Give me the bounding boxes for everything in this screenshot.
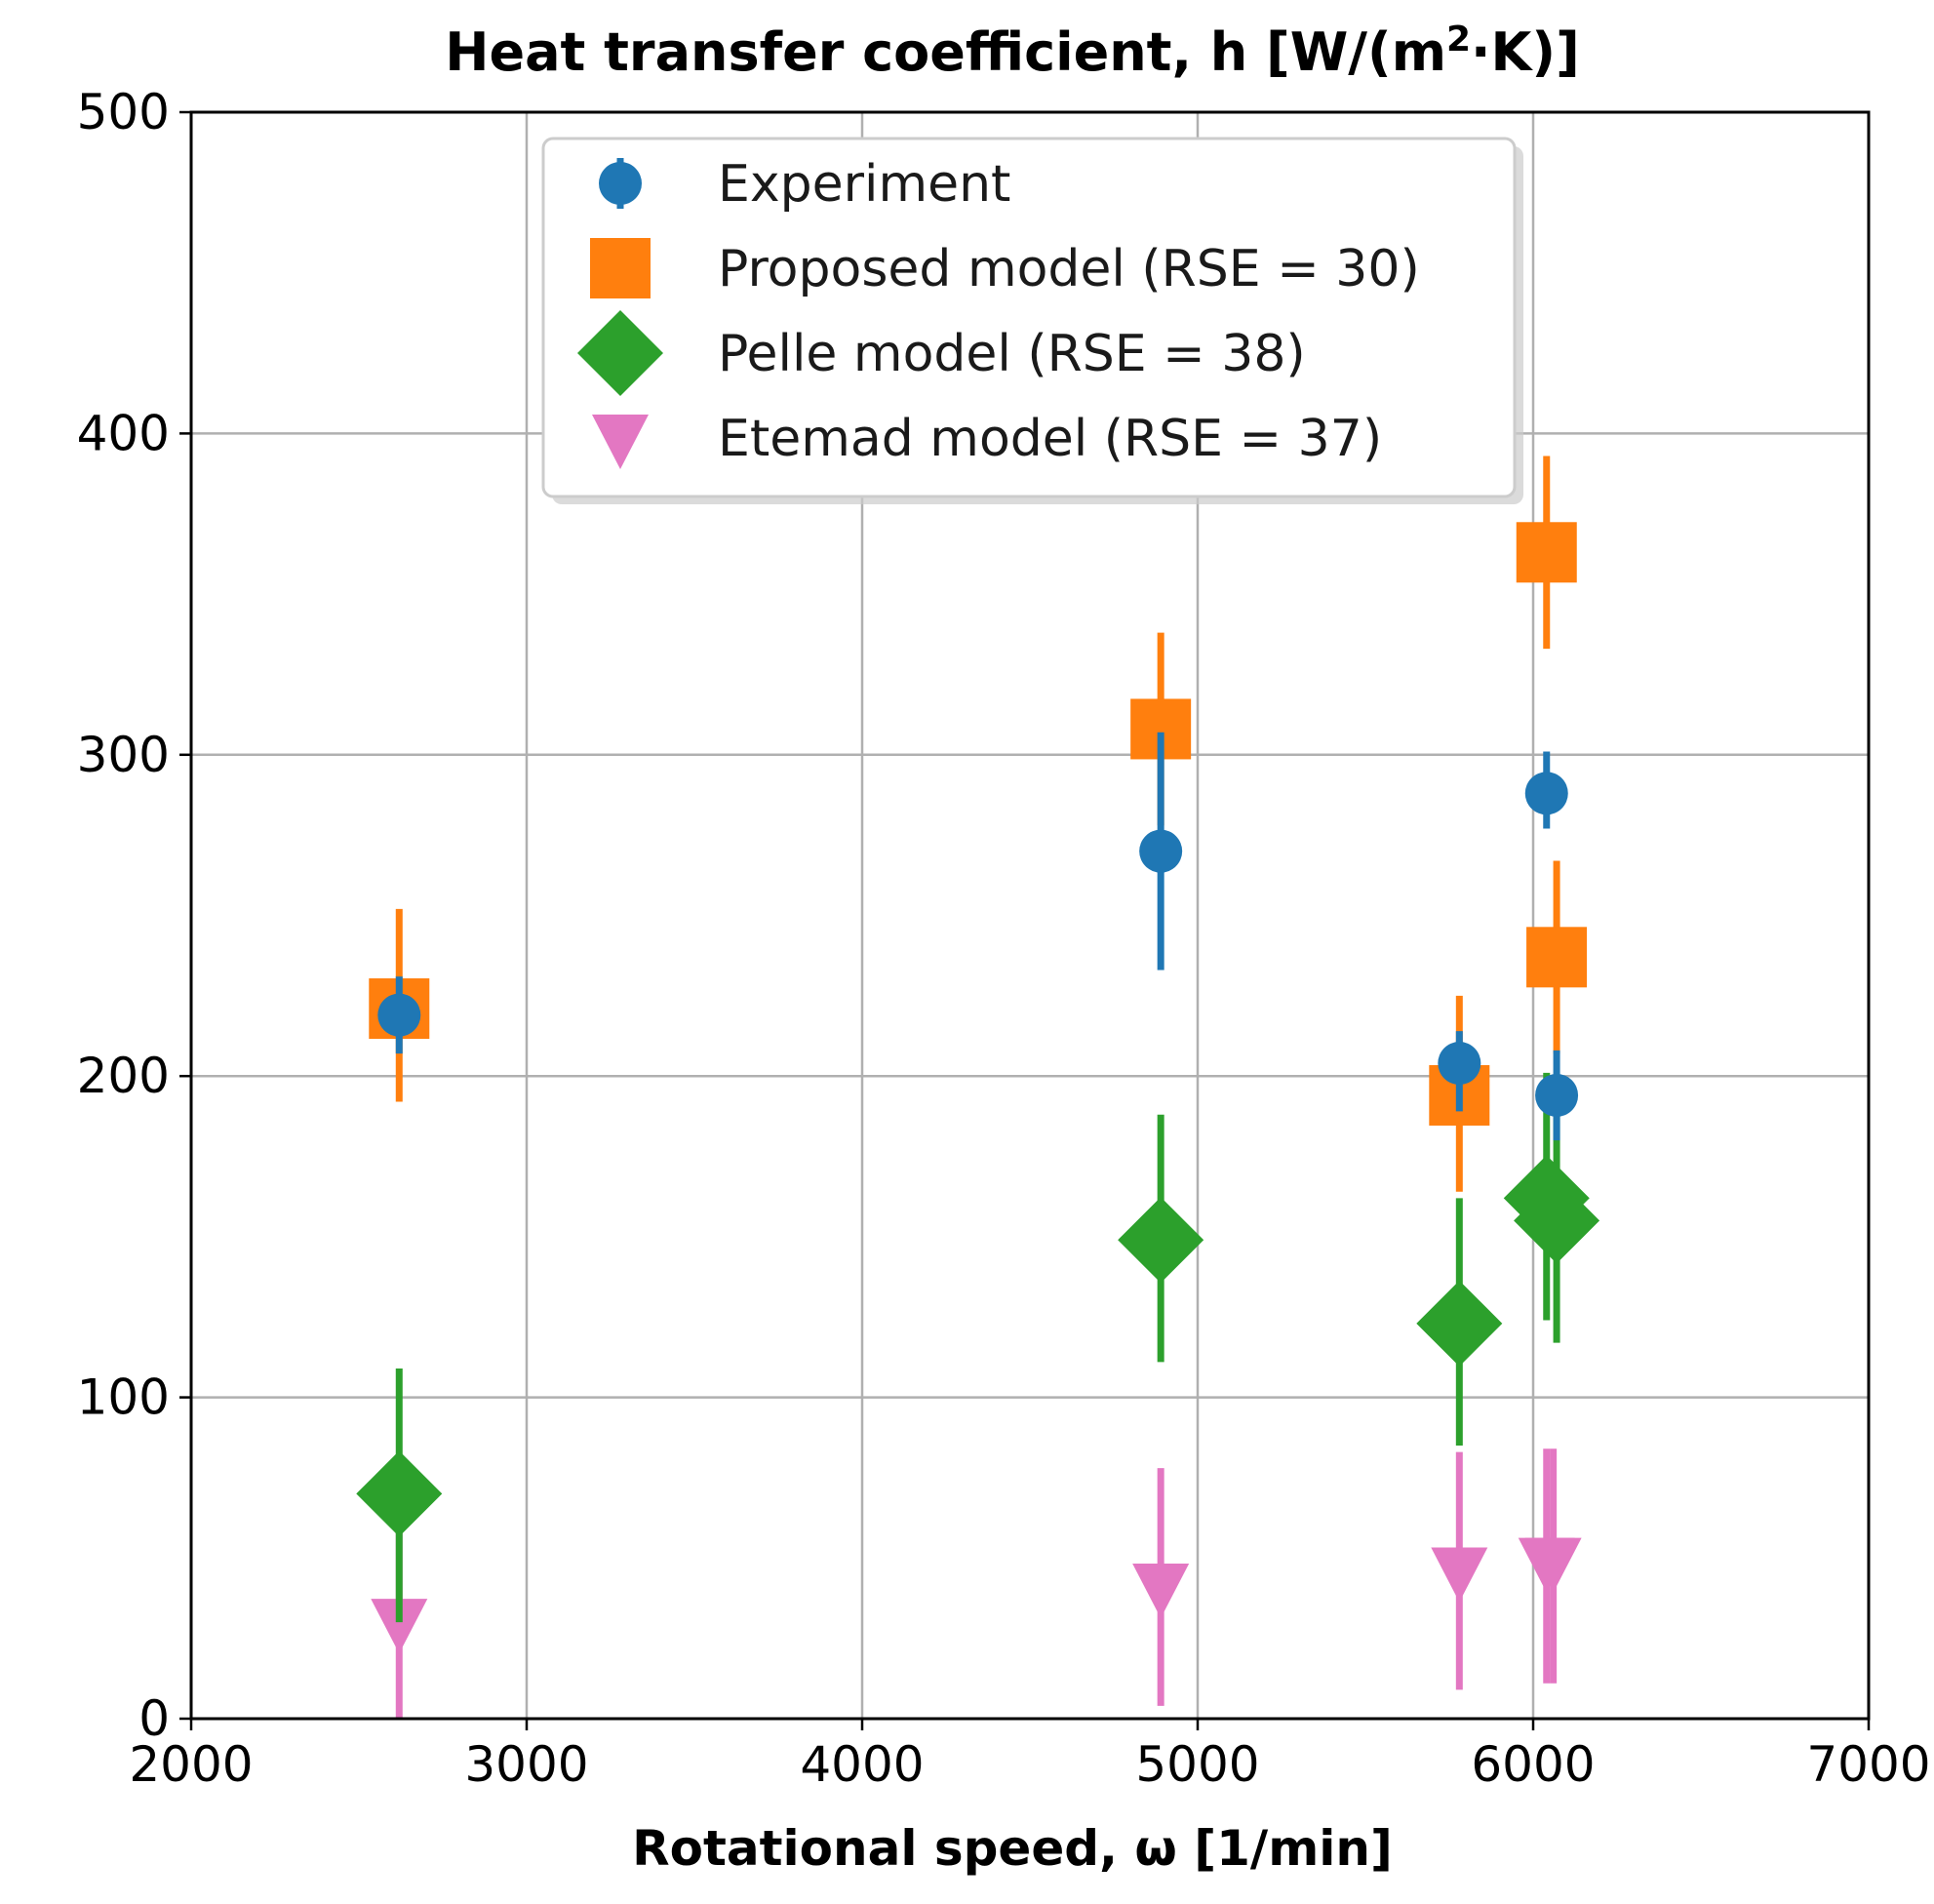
data-point xyxy=(1524,772,1568,815)
data-point xyxy=(1139,829,1183,873)
legend-label: Proposed model (RSE = 30) xyxy=(718,240,1420,298)
legend-item: Proposed model (RSE = 30) xyxy=(590,238,1420,298)
data-point xyxy=(1524,1537,1582,1593)
x-tick-label: 6000 xyxy=(1471,1736,1595,1793)
data-point xyxy=(1438,1042,1481,1086)
legend-marker xyxy=(592,415,649,469)
chart-title: Heat transfer coefficient, h [W/(m2·K)] xyxy=(445,20,1580,83)
legend-item: Etemad model (RSE = 37) xyxy=(592,410,1382,469)
data-point xyxy=(371,1599,428,1654)
axes-frame xyxy=(189,110,1871,1721)
y-tick-label: 400 xyxy=(77,405,170,461)
x-tick-label: 4000 xyxy=(800,1736,924,1793)
series-square xyxy=(369,456,1588,1192)
series-triangle-down xyxy=(371,1448,1582,1719)
legend-item: Experiment xyxy=(599,155,1010,214)
y-tick-label: 0 xyxy=(138,1690,170,1747)
x-axis-label: Rotational speed, ω [1/min] xyxy=(632,1820,1393,1877)
legend-item: Pelle model (RSE = 38) xyxy=(577,310,1306,396)
y-tick-label: 300 xyxy=(77,727,170,783)
plot-area xyxy=(356,456,1600,1719)
y-axis-ticks: 0 100 200 300 400 500 xyxy=(77,84,191,1747)
chart-title-superscript: 2 xyxy=(1446,20,1471,60)
x-tick-label: 7000 xyxy=(1806,1736,1930,1793)
data-point xyxy=(1132,1563,1190,1618)
data-point xyxy=(1535,1073,1579,1117)
x-tick-label: 3000 xyxy=(464,1736,588,1793)
series-diamond xyxy=(356,1072,1600,1623)
data-point xyxy=(1526,927,1588,988)
legend-box xyxy=(541,137,1517,498)
data-point xyxy=(1416,1280,1503,1367)
data-point xyxy=(1514,1177,1600,1264)
chart-title-main: Heat transfer coefficient, h [W/(m xyxy=(445,21,1446,83)
data-point xyxy=(377,993,421,1037)
data-point xyxy=(1431,1547,1488,1603)
x-axis-ticks: 2000 3000 4000 5000 6000 7000 xyxy=(129,1719,1931,1793)
data-point xyxy=(356,1450,443,1537)
x-tick-label: 2000 xyxy=(129,1736,253,1793)
series-circle xyxy=(377,732,1579,1141)
x-tick-label: 5000 xyxy=(1135,1736,1259,1793)
legend-marker xyxy=(599,162,642,205)
legend-label: Etemad model (RSE = 37) xyxy=(718,410,1382,468)
data-point xyxy=(1118,1197,1204,1284)
chart-title-tail: ·K)] xyxy=(1471,21,1580,83)
data-point xyxy=(1516,522,1577,583)
legend-marker xyxy=(577,310,663,396)
y-tick-label: 100 xyxy=(77,1369,170,1426)
y-tick-label: 200 xyxy=(77,1048,170,1104)
legend-label: Experiment xyxy=(718,155,1010,214)
y-tick-label: 500 xyxy=(77,84,170,140)
legend: Experiment Proposed model (RSE = 30) Pelle… xyxy=(541,137,1523,504)
legend-marker xyxy=(590,238,651,298)
legend-label: Pelle model (RSE = 38) xyxy=(718,325,1306,383)
